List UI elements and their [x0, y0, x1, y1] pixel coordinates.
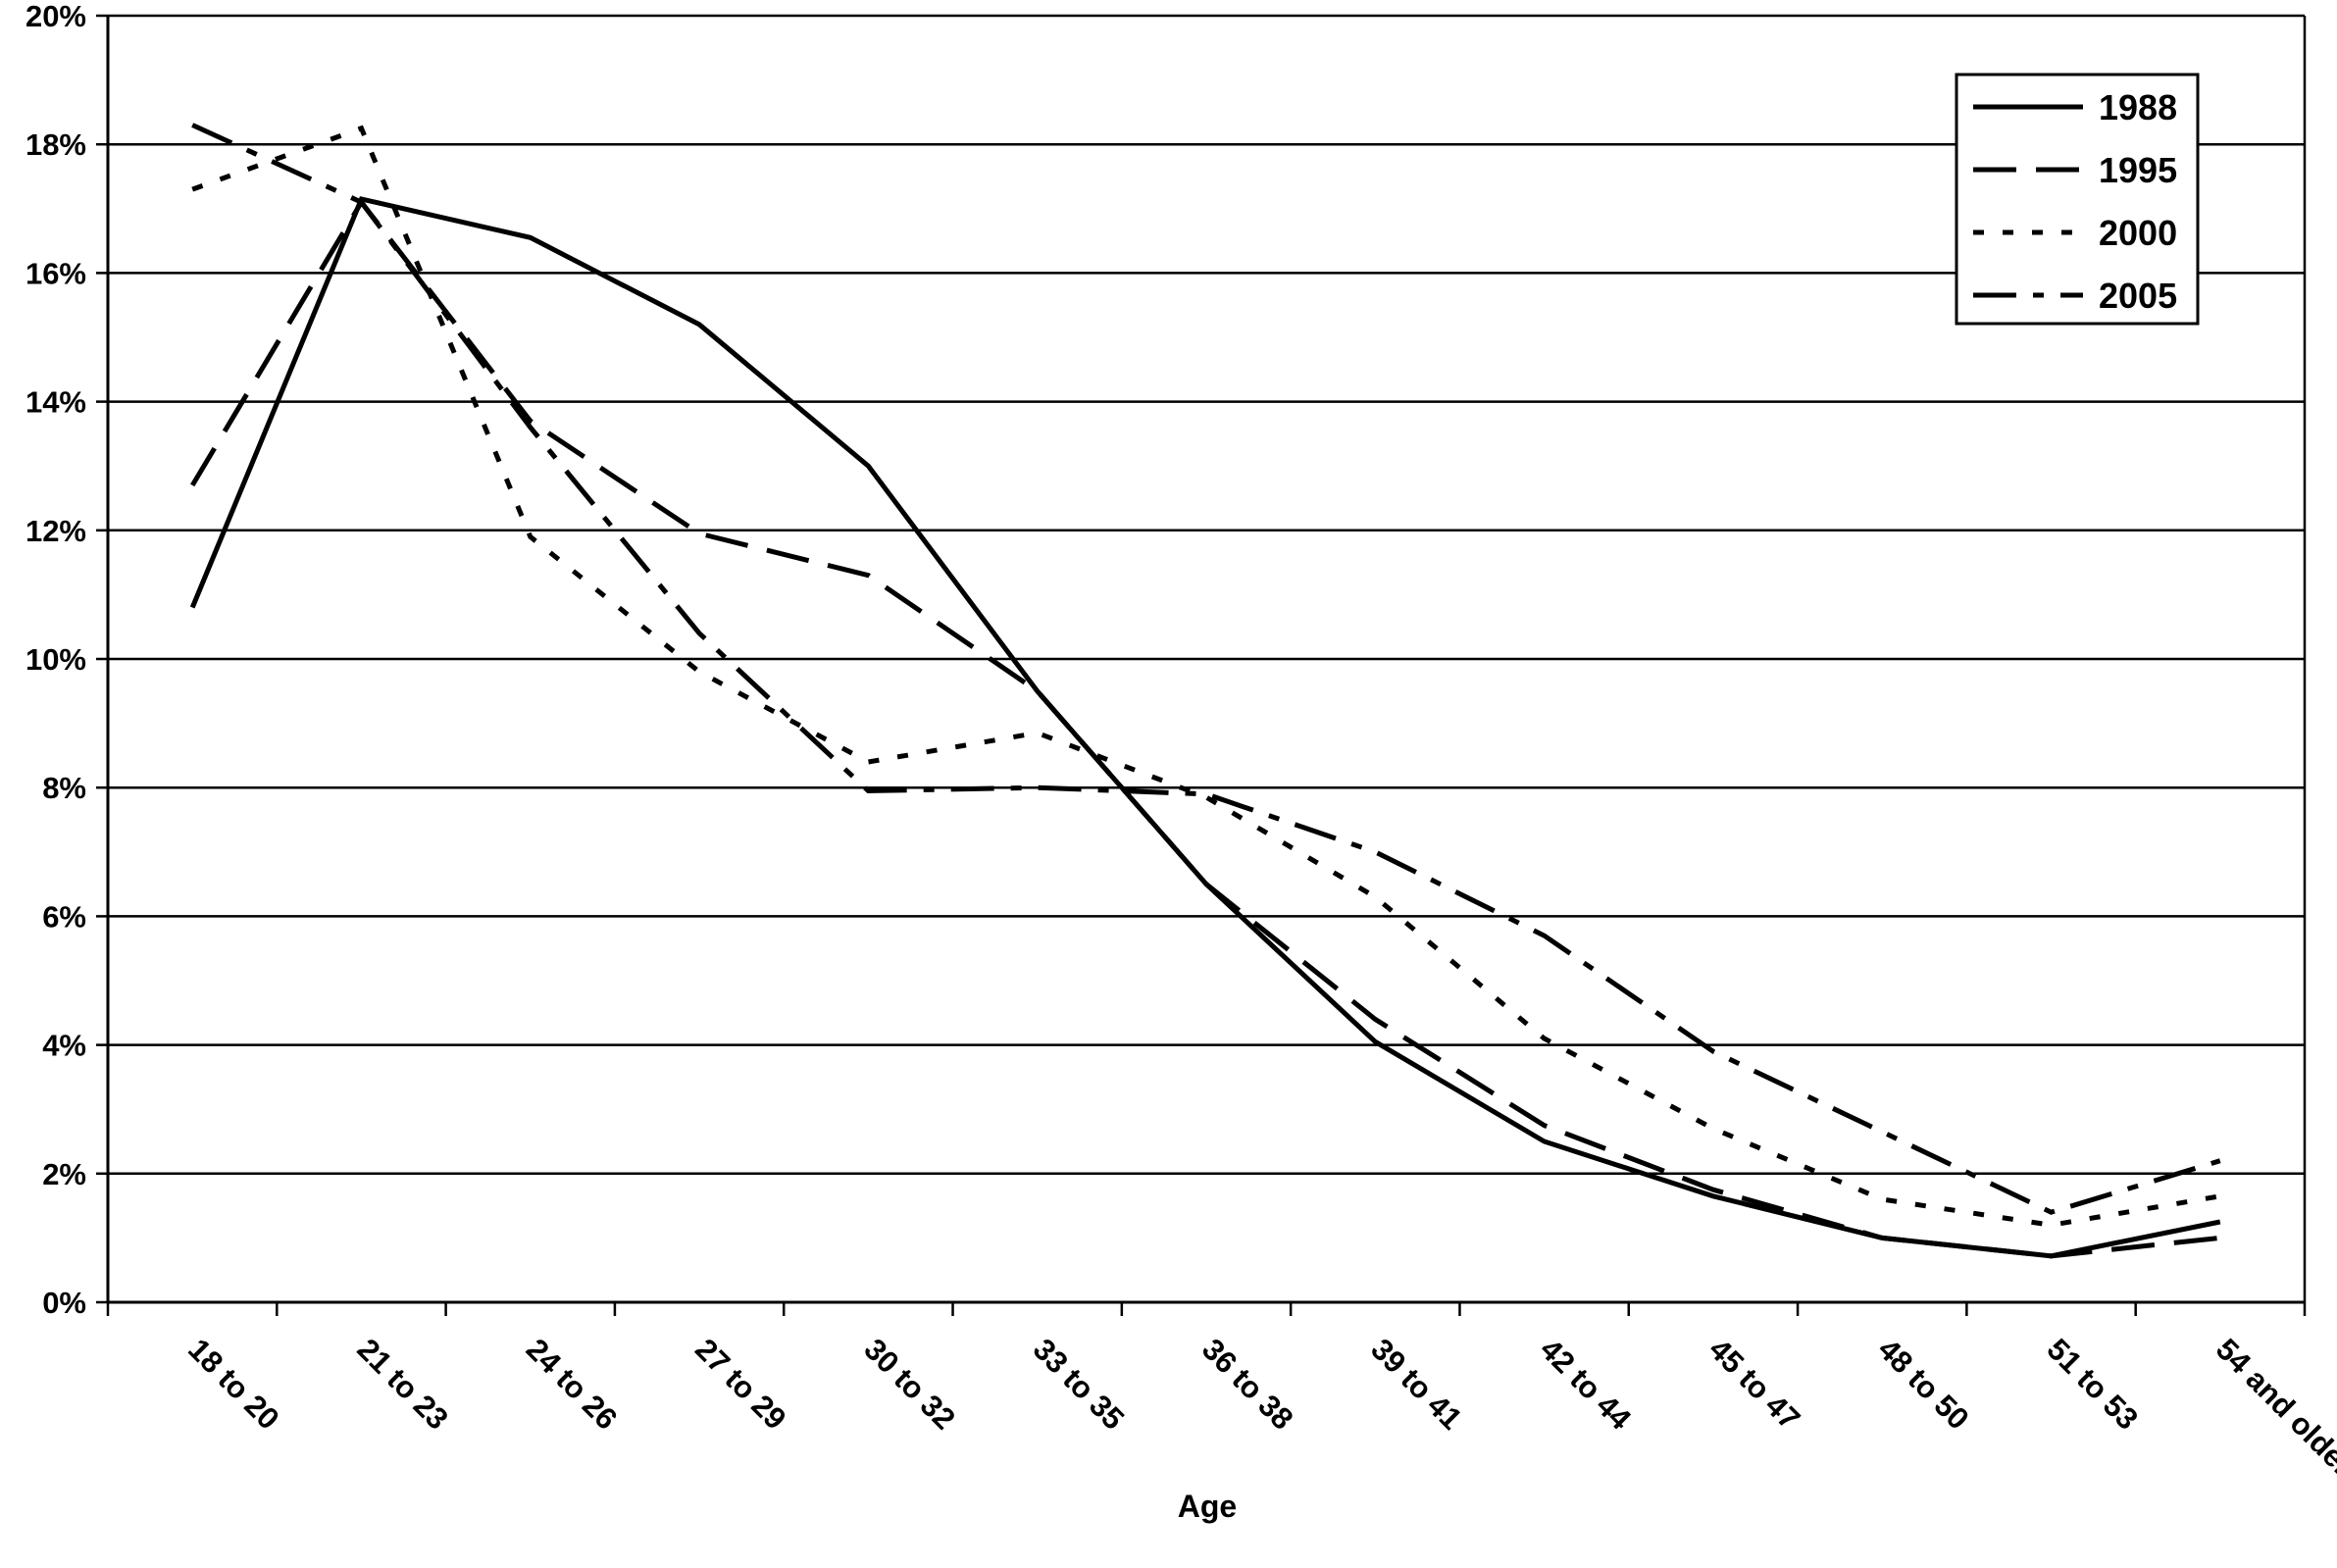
legend-label-1988: 1988 [2099, 87, 2177, 127]
legend-label-2005: 2005 [2099, 276, 2177, 316]
x-tick-label: 39 to 41 [1364, 1332, 1468, 1436]
y-tick-label: 2% [42, 1157, 86, 1191]
x-tick-label: 42 to 44 [1534, 1332, 1639, 1437]
legend-box [1955, 73, 2200, 326]
x-tick-label: 51 to 53 [2041, 1332, 2145, 1436]
x-tick-label: 30 to 32 [857, 1332, 961, 1436]
x-tick-label: 21 to 23 [351, 1332, 455, 1436]
series-lines [189, 123, 2221, 1259]
x-tick-label: 27 to 29 [688, 1332, 792, 1436]
x-axis-title: Age [1178, 1489, 1237, 1524]
x-tick-label: 24 to 26 [520, 1332, 624, 1436]
x-tick-label: 36 to 38 [1195, 1332, 1299, 1436]
y-tick-label: 16% [25, 256, 86, 290]
legend-label-2000: 2000 [2099, 213, 2177, 253]
legend-label-1995: 1995 [2099, 150, 2177, 190]
y-tick-label: 20% [25, 0, 86, 33]
x-tick-label: 45 to 47 [1702, 1332, 1806, 1436]
y-tick-label: 10% [25, 642, 86, 677]
y-tick-label: 18% [25, 127, 86, 162]
legend: 1988 1995 2000 2005 [1955, 73, 2200, 326]
series-line-2005 [191, 123, 2221, 1215]
y-tick-label: 8% [42, 771, 86, 805]
x-tick-label: 48 to 50 [1871, 1332, 1975, 1436]
y-tick-label: 4% [42, 1029, 86, 1063]
y-tick-label: 0% [42, 1286, 86, 1320]
y-tick-label: 14% [25, 385, 86, 420]
y-tick-label: 12% [25, 514, 86, 548]
x-tick-label: 18 to 20 [181, 1332, 285, 1436]
y-tick-label: 6% [42, 899, 86, 934]
x-tick-label: 54 and older [2210, 1332, 2337, 1483]
x-tick-label: 33 to 35 [1027, 1332, 1131, 1436]
series-line-1988 [189, 196, 2221, 1259]
series-line-1995 [190, 197, 2221, 1259]
series-line-2000 [191, 125, 2221, 1228]
